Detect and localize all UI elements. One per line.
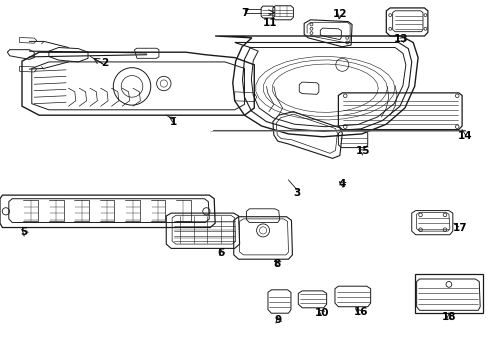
Text: 3: 3 (293, 188, 300, 198)
Text: 5: 5 (20, 227, 27, 237)
Text: 7: 7 (240, 8, 248, 18)
Bar (414, 274, 482, 313)
Text: 6: 6 (217, 248, 224, 258)
Text: 12: 12 (332, 9, 346, 19)
Text: 4: 4 (338, 179, 346, 189)
Text: 17: 17 (451, 222, 466, 233)
Text: 16: 16 (353, 307, 367, 318)
Text: 2: 2 (102, 58, 108, 68)
Text: 9: 9 (274, 315, 281, 325)
Text: 10: 10 (314, 308, 328, 318)
Text: 1: 1 (170, 117, 177, 127)
Text: 18: 18 (441, 312, 455, 322)
Text: 8: 8 (273, 258, 280, 269)
Text: 11: 11 (262, 18, 277, 28)
Text: 13: 13 (393, 34, 407, 44)
Text: 15: 15 (355, 146, 369, 156)
Text: 14: 14 (457, 131, 472, 141)
